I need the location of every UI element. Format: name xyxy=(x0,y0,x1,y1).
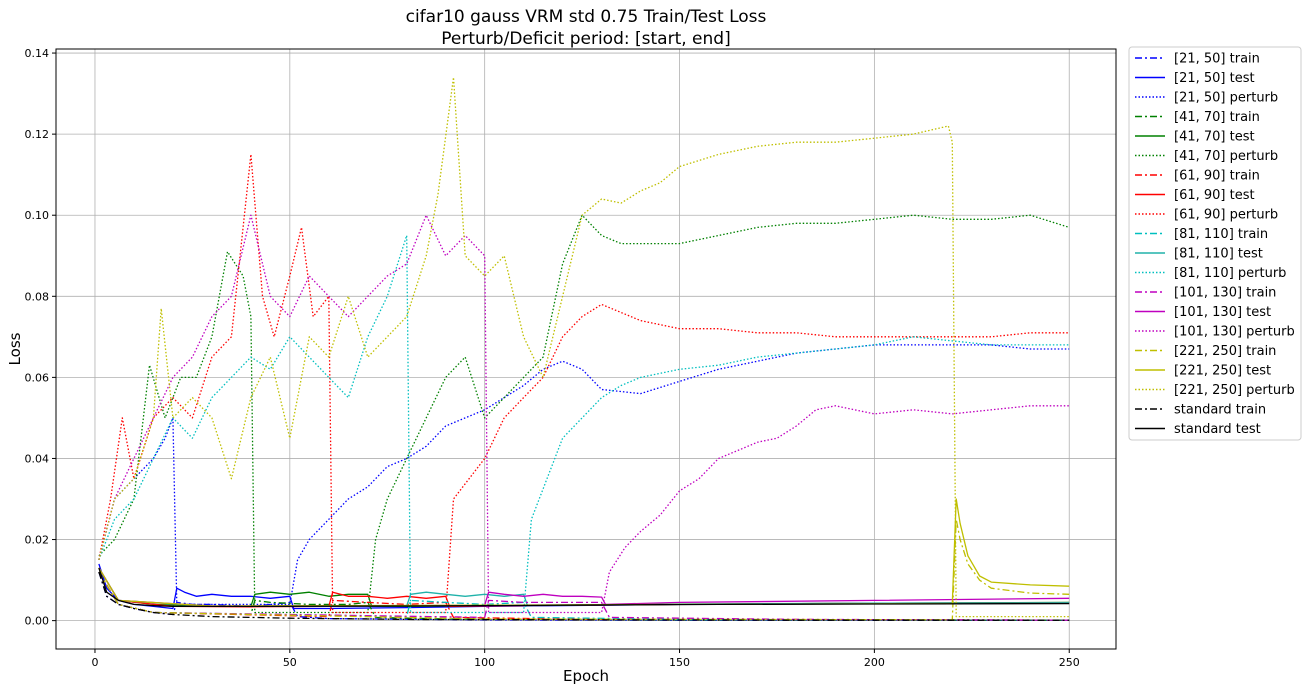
legend-label: [61, 90] perturb xyxy=(1174,208,1278,223)
x-tick-label: 50 xyxy=(283,656,297,669)
series-line-21-50-test xyxy=(98,563,1070,610)
legend-label: standard test xyxy=(1174,422,1261,437)
legend: [21, 50] train [21, 50] test [21, 50] pert… xyxy=(1128,46,1302,441)
legend-label: [81, 110] test xyxy=(1174,247,1263,262)
series-line-41-70-perturb xyxy=(98,214,1070,614)
series-line-standard-test xyxy=(98,567,1070,608)
series-line-61-90-perturb xyxy=(98,153,1070,614)
y-axis-ticks: 0.00 0.02 0.04 0.06 0.08 0.10 0.12 0.14 xyxy=(25,47,56,628)
legend-label: [61, 90] test xyxy=(1174,188,1255,203)
x-axis-ticks: 0 50 100 150 200 250 xyxy=(91,649,1080,669)
legend-label: [41, 70] test xyxy=(1174,130,1255,145)
legend-label: [81, 110] train xyxy=(1174,227,1268,242)
series-line-81-110-test xyxy=(98,567,1070,608)
series-line-221-250-train xyxy=(98,518,1070,621)
x-tick-label: 250 xyxy=(1059,656,1080,669)
x-tick-label: 150 xyxy=(669,656,690,669)
grid xyxy=(56,49,1116,649)
legend-label: [221, 250] train xyxy=(1174,344,1276,359)
y-tick-label: 0.02 xyxy=(25,534,50,547)
series-line-221-250-test xyxy=(98,498,1070,607)
legend-label: [101, 130] test xyxy=(1174,305,1271,320)
series-line-41-70-train xyxy=(98,571,1070,621)
x-tick-label: 100 xyxy=(474,656,495,669)
series-line-221-250-perturb xyxy=(98,76,1070,618)
legend-label: [21, 50] perturb xyxy=(1174,91,1278,106)
chart-title: cifar10 gauss VRM std 0.75 Train/Test Lo… xyxy=(406,7,767,27)
series-line-61-90-test xyxy=(98,567,1070,608)
y-tick-label: 0.00 xyxy=(25,615,50,628)
legend-label: [221, 250] perturb xyxy=(1174,383,1295,398)
legend-label: standard train xyxy=(1174,403,1266,418)
x-axis-label: Epoch xyxy=(563,667,609,685)
y-tick-label: 0.14 xyxy=(25,47,50,60)
x-tick-label: 200 xyxy=(864,656,885,669)
y-tick-label: 0.06 xyxy=(25,371,50,384)
legend-label: [81, 110] perturb xyxy=(1174,266,1286,281)
y-tick-label: 0.08 xyxy=(25,290,50,303)
legend-label: [61, 90] train xyxy=(1174,169,1260,184)
series-line-81-110-perturb xyxy=(98,234,1070,614)
legend-label: [41, 70] train xyxy=(1174,110,1260,125)
legend-label: [21, 50] train xyxy=(1174,52,1260,67)
y-tick-label: 0.10 xyxy=(25,209,50,222)
series-line-21-50-perturb xyxy=(98,344,1070,606)
legend-box xyxy=(1128,46,1302,441)
chart-subtitle: Perturb/Deficit period: [start, end] xyxy=(441,29,730,49)
legend-label: [221, 250] test xyxy=(1174,364,1271,379)
series-line-41-70-test xyxy=(98,567,1070,608)
series-lines xyxy=(98,76,1070,621)
legend-label: [101, 130] perturb xyxy=(1174,325,1295,340)
legend-label: [41, 70] perturb xyxy=(1174,149,1278,164)
legend-items: [21, 50] train [21, 50] test [21, 50] pert… xyxy=(1135,52,1295,437)
series-line-101-130-test xyxy=(98,567,1070,607)
legend-label: [101, 130] train xyxy=(1174,286,1276,301)
series-line-101-130-perturb xyxy=(98,214,1070,614)
legend-label: [21, 50] test xyxy=(1174,71,1255,86)
plot-frame xyxy=(55,48,1117,650)
y-axis-label: Loss xyxy=(6,332,24,365)
y-tick-label: 0.04 xyxy=(25,452,50,465)
x-tick-label: 0 xyxy=(91,656,98,669)
y-tick-label: 0.12 xyxy=(25,128,50,141)
